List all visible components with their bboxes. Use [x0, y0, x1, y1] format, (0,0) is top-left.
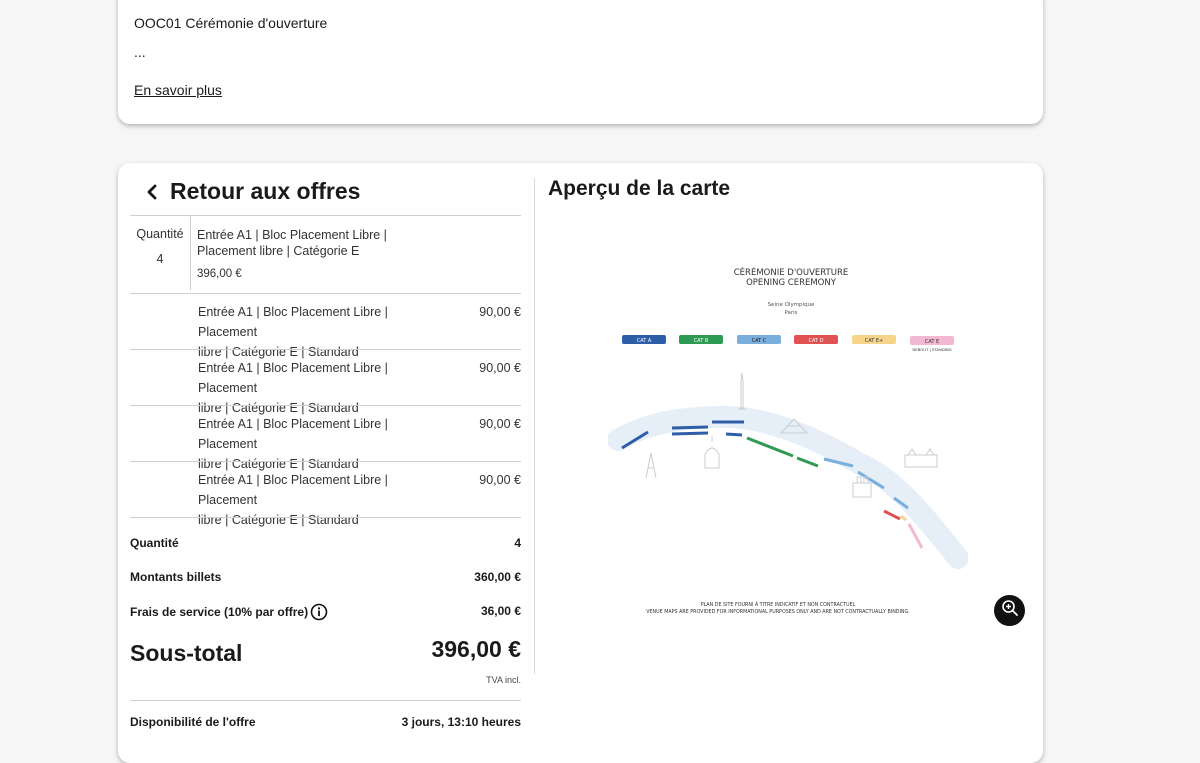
availability-label: Disponibilité de l'offre	[130, 715, 256, 729]
segment-cat-a	[671, 425, 709, 430]
legend-cat-b-label: CAT B	[694, 338, 709, 344]
tickets-amount-label: Montants billets	[130, 570, 222, 584]
landmark-notre-dame	[852, 476, 872, 498]
venue-map: CÉRÉMONIE D'OUVERTURE OPENING CEREMONY S…	[608, 266, 968, 615]
segment-cat-b	[746, 436, 794, 458]
chevron-left-icon	[146, 180, 166, 204]
info-icon[interactable]	[310, 603, 328, 621]
column-divider	[534, 178, 535, 674]
legend-cat-a-label: CAT A	[637, 338, 652, 344]
tickets-amount-value: 360,00 €	[474, 570, 521, 584]
divider	[130, 349, 521, 350]
divider	[130, 405, 521, 406]
ticket-price: 90,00 €	[479, 361, 521, 375]
ticket-line-item: Entrée A1 | Bloc Placement Libre | Place…	[198, 302, 448, 362]
ticket-line-item: Entrée A1 | Bloc Placement Libre | Place…	[198, 414, 448, 474]
offer-quantity-value: 4	[156, 252, 164, 266]
legend-standing-label: DEBOUT | STANDING	[912, 347, 951, 352]
offer-quantity-label: Quantité	[136, 227, 184, 241]
legend-cat-d: CAT D	[794, 335, 838, 344]
ticket-price: 90,00 €	[479, 417, 521, 431]
event-description-ellipsis: ...	[134, 44, 146, 60]
service-fee-value: 36,00 €	[480, 604, 521, 618]
vat-note: TVA incl.	[486, 675, 521, 685]
zoom-in-icon	[1001, 599, 1019, 622]
landmark-hotel-de-ville	[904, 448, 938, 468]
ticket-line2: libre | Catégorie E | Standard	[198, 345, 359, 359]
map-title: Aperçu de la carte	[548, 177, 731, 200]
ticket-price: 90,00 €	[479, 473, 521, 487]
ticket-line1: Entrée A1 | Bloc Placement Libre | Place…	[198, 473, 388, 507]
landmark-pyramid	[779, 418, 809, 434]
map-heading-en: OPENING CEREMONY	[746, 278, 837, 288]
back-to-offers-label: Retour aux offres	[170, 178, 361, 204]
river-seine	[608, 405, 968, 569]
divider	[130, 517, 521, 518]
back-to-offers-button[interactable]: Retour aux offres	[146, 178, 360, 205]
summary-quantity-label: Quantité	[130, 536, 179, 550]
ticket-line2: libre | Catégorie E | Standard	[198, 401, 359, 415]
service-fee-label: Frais de service (10% par offre)	[130, 605, 309, 619]
divider	[130, 293, 521, 294]
ticket-line-item: Entrée A1 | Bloc Placement Libre | Place…	[198, 358, 448, 418]
offer-detail-card: Retour aux offres Quantité 4 Entrée A1 |…	[118, 163, 1043, 763]
zoom-map-button[interactable]	[994, 595, 1025, 626]
segment-cat-c	[857, 470, 885, 490]
divider	[130, 215, 521, 216]
landmark-eiffel-tower	[645, 452, 657, 479]
ticket-line1: Entrée A1 | Bloc Placement Libre | Place…	[198, 305, 388, 339]
ticket-line1: Entrée A1 | Bloc Placement Libre | Place…	[198, 417, 388, 451]
subtotal-label: Sous-total	[130, 640, 243, 666]
main-offer-line2: Placement libre | Catégorie E	[197, 244, 360, 258]
legend-cat-e: CAT E DEBOUT | STANDING	[910, 336, 954, 352]
ticket-line2: libre | Catégorie E | Standard	[198, 513, 359, 527]
legend-cat-b: CAT B	[679, 335, 723, 344]
legend-cat-a: CAT A	[622, 335, 666, 344]
subtotal-value: 396,00 €	[431, 636, 521, 662]
ticket-line-item: Entrée A1 | Bloc Placement Libre | Place…	[198, 470, 448, 530]
segment-cat-a	[671, 431, 709, 436]
legend-cat-e-plus: CAT E+	[852, 335, 896, 344]
segment-cat-c	[893, 496, 909, 510]
landmark-dome	[704, 436, 720, 469]
legend-cat-d-label: CAT D	[808, 338, 823, 344]
map-venue-line2: Paris	[784, 310, 797, 316]
event-title: OOC01 Cérémonie d'ouverture	[134, 15, 328, 31]
segment-cat-d	[883, 509, 901, 521]
legend-cat-e-label: CAT E	[925, 339, 939, 345]
segment-cat-e	[907, 523, 924, 549]
segment-cat-c	[823, 457, 854, 468]
offer-quantity-box: Quantité 4	[130, 216, 191, 290]
divider	[130, 461, 521, 462]
ticket-line2: libre | Catégorie E | Standard	[198, 457, 359, 471]
segment-cat-e-plus	[900, 514, 907, 522]
event-info-card: OOC01 Cérémonie d'ouverture ... En savoi…	[118, 0, 1043, 124]
learn-more-link[interactable]: En savoir plus	[134, 82, 222, 98]
summary-quantity-value: 4	[514, 536, 521, 550]
legend-cat-c: CAT C	[737, 335, 781, 344]
legend-cat-e-plus-label: CAT E+	[865, 338, 884, 344]
ticket-price: 90,00 €	[479, 305, 521, 319]
main-offer-line1: Entrée A1 | Bloc Placement Libre |	[197, 228, 387, 242]
map-heading-fr: CÉRÉMONIE D'OUVERTURE	[734, 266, 849, 278]
map-venue-line1: Seine Olympique	[768, 302, 815, 308]
segment-cat-a	[725, 432, 743, 437]
map-disclaimer-fr: PLAN DE SITE FOURNI À TITRE INDICATIF ET…	[701, 601, 856, 608]
divider	[130, 700, 521, 701]
ticket-line1: Entrée A1 | Bloc Placement Libre | Place…	[198, 361, 388, 395]
main-offer-description: Entrée A1 | Bloc Placement Libre | Place…	[197, 227, 407, 259]
map-disclaimer-en: VENUE MAPS ARE PROVIDED FOR INFORMATIONA…	[646, 609, 910, 615]
legend-cat-c-label: CAT C	[752, 338, 767, 344]
segment-cat-a	[621, 430, 649, 450]
landmark-obelisk	[738, 372, 746, 410]
availability-value: 3 jours, 13:10 heures	[401, 715, 521, 729]
main-offer-price: 396,00 €	[197, 268, 242, 280]
segment-cat-b	[796, 456, 819, 468]
